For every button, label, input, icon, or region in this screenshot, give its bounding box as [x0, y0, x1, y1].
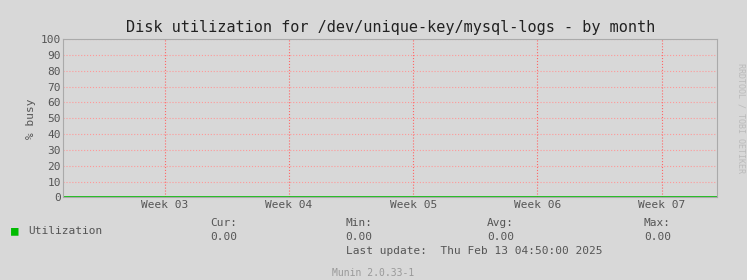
Text: RRDTOOL / TOBI OETIKER: RRDTOOL / TOBI OETIKER — [737, 63, 746, 172]
Title: Disk utilization for /dev/unique-key/mysql-logs - by month: Disk utilization for /dev/unique-key/mys… — [125, 20, 655, 35]
Text: 0.00: 0.00 — [487, 232, 514, 242]
Y-axis label: % busy: % busy — [26, 98, 37, 139]
Text: ■: ■ — [11, 225, 19, 237]
Text: Munin 2.0.33-1: Munin 2.0.33-1 — [332, 268, 415, 278]
Text: 0.00: 0.00 — [345, 232, 372, 242]
Text: Avg:: Avg: — [487, 218, 514, 228]
Text: 0.00: 0.00 — [211, 232, 238, 242]
Text: Utilization: Utilization — [28, 226, 102, 236]
Text: Last update:  Thu Feb 13 04:50:00 2025: Last update: Thu Feb 13 04:50:00 2025 — [346, 246, 603, 256]
Text: Max:: Max: — [644, 218, 671, 228]
Text: 0.00: 0.00 — [644, 232, 671, 242]
Text: Min:: Min: — [345, 218, 372, 228]
Text: Cur:: Cur: — [211, 218, 238, 228]
